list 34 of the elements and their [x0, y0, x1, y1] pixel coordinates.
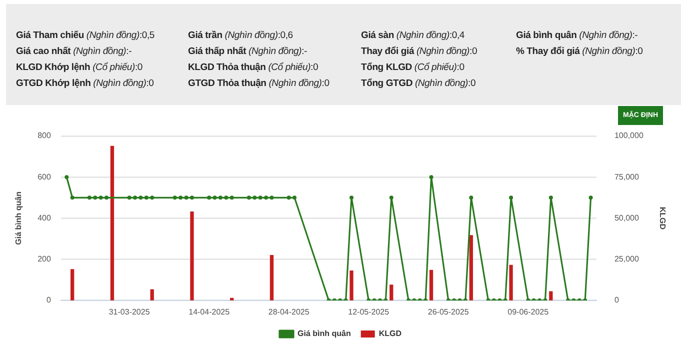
y-tick-label: 600	[38, 172, 52, 182]
y-tick-label: 200	[38, 254, 52, 264]
text: Tổng GTGD (Nghìn đồng):0	[361, 78, 477, 91]
x-tick-label: 31-03-2025	[108, 307, 150, 316]
y-tick-label: 0	[46, 296, 52, 305]
text: Thay đổi giá (Nghìn đồng):0	[361, 46, 478, 59]
x-tick-label: 09-06-2025	[508, 307, 550, 316]
text: Giá Tham chiếu (Nghìn đồng):0,5	[16, 30, 156, 43]
legend-label: KLGD	[378, 329, 402, 338]
y-tick-label: 400	[38, 213, 52, 222]
y2-tick-label: 0	[614, 296, 620, 305]
x-tick-label: 26-05-2025	[428, 307, 470, 316]
y2-tick-label: 50,000	[614, 213, 640, 222]
text: GTGD Khớp lệnh (Nghìn đồng):0	[16, 78, 155, 91]
y-axis-title: Giá bình quân	[14, 191, 24, 245]
x-tick-label: 12-05-2025	[348, 307, 390, 316]
y-tick-label: 800	[38, 131, 52, 140]
x-tick-label: 14-04-2025	[188, 307, 230, 316]
text: Giá sàn (Nghìn đồng):0,4	[361, 30, 466, 43]
text: Tổng KLGD (Cổ phiếu):0	[361, 62, 466, 75]
y2-tick-label: 75,000	[614, 172, 640, 182]
text: Giá trần (Nghìn đồng):0,6	[188, 30, 294, 43]
text: KLGD Thỏa thuận (Cổ phiếu):0	[188, 62, 320, 75]
text: KLGD Khớp lệnh (Cổ phiếu):0	[16, 62, 144, 75]
text: Giá thấp nhất (Nghìn đồng):-	[188, 46, 308, 59]
legend-label: Giá bình quân	[298, 329, 351, 338]
x-tick-label: 28-04-2025	[268, 307, 310, 316]
text: Giá cao nhất (Nghìn đồng):-	[16, 46, 133, 59]
y2-tick-label: 25,000	[614, 254, 640, 264]
text: Giá bình quân (Nghìn đồng):-	[516, 30, 639, 43]
y2-axis-title: KLGD	[658, 206, 667, 230]
text: GTGD Thỏa thuận (Nghìn đồng):0	[188, 78, 330, 91]
text: % Thay đổi giá (Nghìn đồng):0	[516, 46, 644, 59]
y2-tick-label: 100,000	[614, 131, 644, 140]
